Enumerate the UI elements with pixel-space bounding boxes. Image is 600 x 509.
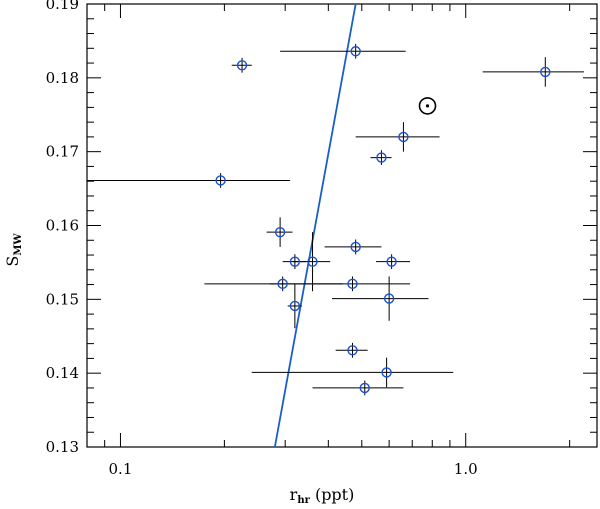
y-tick-label: 0.18 — [46, 69, 79, 87]
sun-symbol — [418, 97, 437, 115]
sun-marker-ring — [418, 97, 437, 115]
data-point — [347, 345, 358, 356]
y-tick-label: 0.15 — [46, 290, 79, 308]
data-point — [274, 226, 286, 238]
data-points — [215, 46, 551, 394]
data-point — [386, 256, 397, 267]
sun-marker-dot — [425, 104, 430, 108]
y-tick-label: 0.16 — [46, 217, 79, 235]
data-point — [236, 60, 248, 71]
data-point — [376, 152, 387, 163]
data-point — [347, 278, 358, 290]
data-point — [307, 256, 318, 267]
data-point — [350, 241, 361, 253]
x-tick-label: 1.0 — [454, 460, 478, 478]
data-point — [215, 175, 226, 186]
y-tick-label: 0.19 — [46, 0, 79, 13]
y-tick-label: 0.13 — [46, 438, 79, 456]
data-point — [540, 66, 551, 78]
data-point — [289, 256, 301, 267]
y-axis-title: SMW — [3, 233, 24, 267]
data-point — [381, 367, 392, 378]
y-axis-ticks: 0.13 0.14 0.15 0.16 0.17 0.18 0.19 — [46, 0, 597, 456]
data-point — [350, 46, 361, 57]
plot-frame — [86, 3, 598, 448]
fit-line-layer — [273, 3, 357, 448]
data-point — [398, 131, 409, 143]
y-tick-label: 0.14 — [46, 364, 79, 382]
data-point — [383, 293, 395, 304]
x-axis-title: rhr (ppt) — [290, 485, 355, 506]
data-point — [289, 300, 301, 312]
x-axis-ticks: 0.1 1.0 — [86, 4, 571, 478]
y-tick-label: 0.17 — [46, 143, 79, 161]
x-tick-label: 0.1 — [109, 460, 133, 478]
error-bars — [87, 43, 584, 396]
data-point — [277, 278, 288, 290]
data-point — [359, 382, 370, 394]
fit-line — [273, 3, 357, 448]
